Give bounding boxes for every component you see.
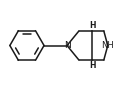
Text: H: H bbox=[89, 61, 95, 70]
Text: N: N bbox=[64, 41, 70, 50]
Text: NH: NH bbox=[101, 41, 114, 50]
Text: H: H bbox=[89, 21, 95, 30]
